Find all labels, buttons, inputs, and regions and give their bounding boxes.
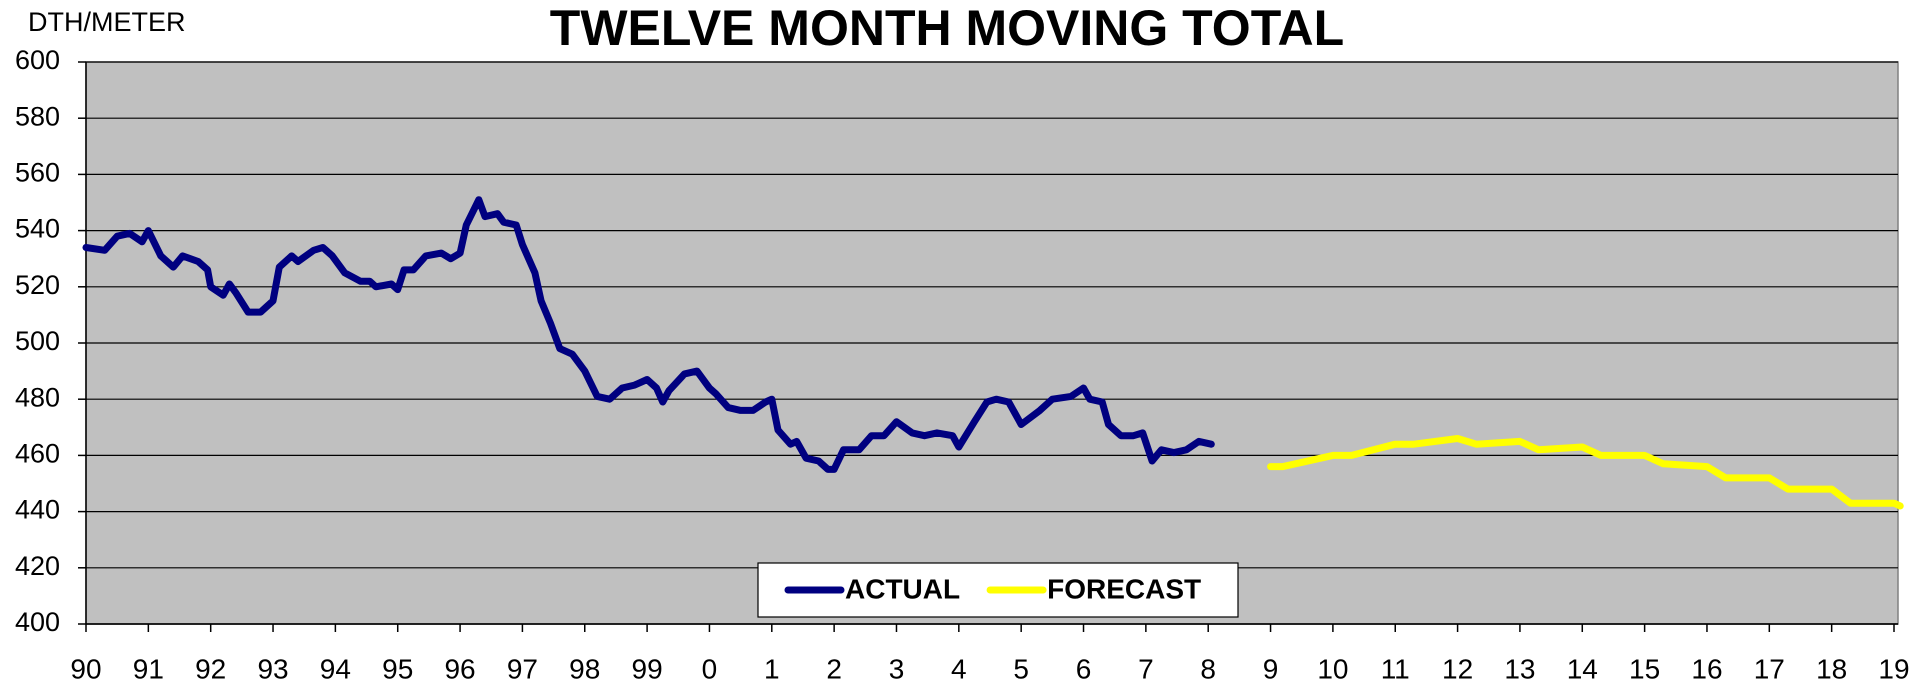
chart-title: TWELVE MONTH MOVING TOTAL [550, 0, 1344, 56]
x-tick-label: 90 [70, 653, 101, 684]
x-tick-label: 93 [257, 653, 288, 684]
x-tick-label: 1 [764, 653, 780, 684]
y-axis-label: DTH/METER [28, 7, 186, 37]
x-tick-label: 99 [632, 653, 663, 684]
series-line [82, 196, 1215, 473]
y-tick-label: 580 [15, 101, 60, 131]
y-tick-label: 560 [15, 158, 60, 188]
y-tick-label: 520 [15, 270, 60, 300]
x-tick-label: 7 [1138, 653, 1154, 684]
legend-label: FORECAST [1047, 573, 1201, 604]
series-line [1267, 435, 1904, 510]
x-tick-label: 10 [1317, 653, 1348, 684]
legend-label: ACTUAL [845, 573, 960, 604]
y-tick-label: 600 [15, 45, 60, 75]
x-tick-label: 96 [444, 653, 475, 684]
x-tick-label: 11 [1381, 653, 1410, 684]
x-tick-label: 15 [1629, 653, 1660, 684]
y-tick-label: 540 [15, 214, 60, 244]
x-tick-label: 16 [1691, 653, 1722, 684]
y-tick-label: 500 [15, 326, 60, 356]
y-tick-label: 480 [15, 382, 60, 412]
x-tick-label: 94 [320, 653, 351, 684]
x-tick-label: 6 [1076, 653, 1092, 684]
x-tick-label: 5 [1013, 653, 1029, 684]
x-tick-label: 98 [569, 653, 600, 684]
x-tick-label: 3 [889, 653, 905, 684]
x-tick-label: 18 [1816, 653, 1847, 684]
x-tick-label: 4 [951, 653, 967, 684]
x-tick-label: 92 [195, 653, 226, 684]
y-tick-label: 420 [15, 551, 60, 581]
x-tick-label: 14 [1567, 653, 1598, 684]
x-tick-label: 8 [1200, 653, 1216, 684]
x-tick-label: 0 [702, 653, 718, 684]
y-tick-label: 400 [15, 607, 60, 637]
x-tick-label: 95 [382, 653, 413, 684]
x-tick-label: 97 [507, 653, 538, 684]
x-tick-label: 2 [826, 653, 842, 684]
y-tick-label: 440 [15, 495, 60, 525]
x-tick-label: 17 [1754, 653, 1785, 684]
x-tick-label: 19 [1878, 653, 1909, 684]
y-tick-label: 460 [15, 439, 60, 469]
x-tick-label: 91 [133, 653, 164, 684]
x-tick-label: 9 [1263, 653, 1279, 684]
x-tick-label: 12 [1442, 653, 1473, 684]
x-tick-label: 13 [1504, 653, 1535, 684]
